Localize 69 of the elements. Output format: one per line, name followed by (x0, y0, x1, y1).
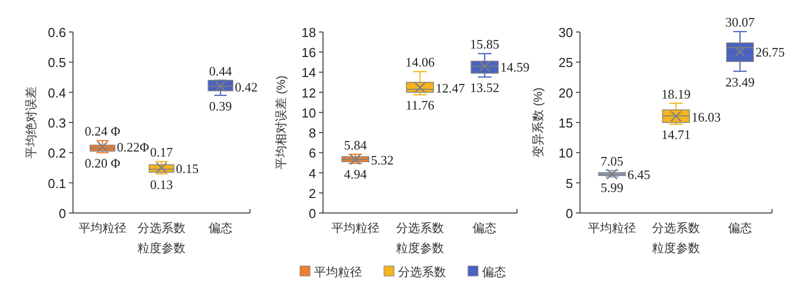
y-tick-label: 0 (566, 206, 573, 221)
x-tick-label: 偏态 (728, 221, 752, 235)
annotation: 14.71 (661, 127, 691, 142)
y-tick-label: 0.3 (48, 116, 66, 130)
y-tick-label: 14 (302, 65, 316, 80)
x-tick-label: 平均粒径 (588, 221, 636, 235)
y-tick-label: 8 (308, 126, 316, 141)
annotation: 0.22Φ (116, 140, 150, 155)
annotation: 15.85 (470, 36, 500, 52)
legend-label: 分选系数 (398, 265, 446, 279)
annotation: 0.15 (176, 160, 199, 176)
y-tick-label: 0 (58, 206, 66, 221)
x-tick-label: 分选系数 (652, 221, 700, 235)
x-tick-label: 偏态 (472, 221, 497, 235)
y-tick-label: 0.5 (48, 55, 66, 70)
y-tick-label: 4 (308, 166, 316, 181)
annotation: 18.19 (661, 86, 691, 102)
x-axis-title: 粒度参数 (652, 241, 700, 255)
y-tick-label: 20 (558, 85, 573, 100)
y-axis-title: 平均绝对误差 (24, 86, 38, 158)
y-tick-label: 25 (558, 55, 573, 70)
annotation: 30.07 (725, 14, 756, 30)
annotation: 5.32 (370, 152, 394, 168)
y-tick-label: 0.4 (48, 85, 66, 100)
annotation: 5.99 (600, 180, 624, 195)
annotation: 0.42 (234, 79, 258, 94)
x-tick-label: 分选系数 (138, 221, 186, 235)
y-tick-label: 10 (302, 105, 316, 120)
annotation: 23.49 (725, 74, 755, 90)
y-tick-label: 2 (308, 186, 316, 201)
y-axis-title: 平均相对误差 (%) (274, 76, 288, 170)
annotation: 26.75 (755, 44, 785, 60)
x-axis-title: 粒度参数 (396, 241, 444, 255)
annotation: 0.13 (150, 176, 173, 192)
annotation: 13.52 (470, 80, 500, 96)
y-tick-label: 5 (566, 176, 573, 191)
annotation: 14.06 (405, 54, 436, 70)
annotation: 5.84 (344, 137, 368, 152)
annotation: 0.39 (209, 98, 232, 114)
annotation: 4.94 (344, 166, 368, 182)
annotation: 0.17 (150, 144, 174, 160)
annotation: 6.45 (627, 167, 650, 182)
y-tick-label: 6 (308, 146, 316, 161)
y-tick-label: 30 (558, 25, 573, 40)
y-tick-label: 12 (302, 85, 316, 100)
y-tick-label: 10 (558, 146, 573, 161)
y-tick-label: 18 (302, 25, 316, 40)
x-tick-label: 平均粒径 (78, 221, 126, 235)
legend-label: 平均粒径 (314, 265, 362, 279)
y-tick-label: 0 (308, 206, 316, 221)
x-tick-label: 分选系数 (396, 221, 444, 235)
legend-label: 偏态 (482, 265, 506, 279)
y-tick-label: 0.1 (48, 176, 66, 191)
y-tick-label: 16 (302, 45, 316, 60)
annotation: 12.47 (436, 80, 466, 96)
x-tick-label: 偏态 (208, 221, 232, 235)
annotation: 0.20 Φ (84, 156, 121, 171)
annotation: 7.05 (600, 153, 624, 168)
x-tick-label: 平均粒径 (331, 221, 380, 235)
y-tick-label: 15 (558, 116, 573, 130)
x-axis-title: 粒度参数 (138, 241, 186, 255)
y-axis-title: 变异系数 (%) (531, 88, 545, 158)
annotation: 16.03 (691, 109, 721, 124)
y-tick-label: 0.2 (48, 146, 66, 161)
y-tick-label: 0.6 (48, 25, 66, 40)
annotation: 0.44 (209, 63, 232, 78)
annotation: 0.24 Φ (84, 124, 121, 139)
annotation: 11.76 (406, 98, 435, 113)
annotation: 14.59 (500, 59, 530, 74)
